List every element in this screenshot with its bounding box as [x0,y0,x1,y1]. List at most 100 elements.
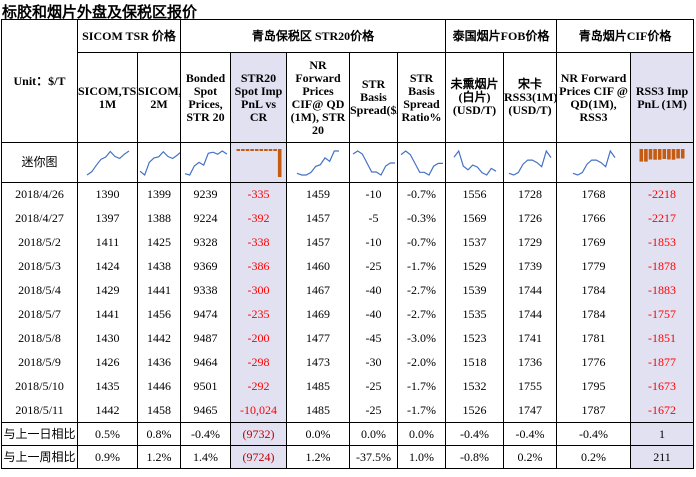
sparkline [352,149,395,176]
value-cell: -235 [230,302,287,327]
col-header: 宋卡RSS3(1M)(USD/T) [502,52,558,143]
value-cell: 1539 [445,278,504,303]
value-cell: -25 [349,254,398,279]
value-cell: 1442 [137,326,181,351]
value-cell: 1441 [137,278,181,303]
value-cell: 1744 [502,278,558,303]
value-cell: 1388 [137,206,181,231]
sparkline-cell [556,142,632,183]
summary-value: 0.5% [77,422,138,446]
value-cell: -1878 [630,254,695,279]
sparkline [639,148,685,162]
group-thai: 泰国烟片FOB价格 [444,19,558,53]
col-header: STR Basis Spread Ratio% [397,52,446,143]
sparkline-line [400,149,443,176]
sparkline-line [352,149,395,176]
value-cell: -0.7% [397,230,446,255]
value-cell: 1787 [556,398,632,423]
value-cell: 1535 [445,302,504,327]
group-qdrss: 青岛烟片CIF价格 [556,19,695,53]
summary-row: 与上一日相比 0.5% 0.8% -0.4% (9732) 0.0% 0.0% 0.0% -0.… [1,422,695,446]
value-cell: 1728 [502,182,558,207]
sparkline-bar [277,148,281,177]
unit-label: Unit：$/T [1,19,78,143]
value-cell: -386 [230,254,287,279]
sparkline-cell [286,142,350,183]
value-cell: -2.0% [397,350,446,375]
value-cell: 1458 [137,398,181,423]
date-cell: 2018/5/4 [1,278,78,303]
value-cell: 9501 [180,374,231,399]
sparkline-bar [644,148,648,162]
sparkline-bar [676,148,680,158]
value-cell: 1766 [556,206,632,231]
value-cell: -45 [349,326,398,351]
summary-value: 1.4% [180,445,231,469]
value-cell: 1739 [502,254,558,279]
sparkline [184,149,227,176]
value-cell: 1436 [137,350,181,375]
sparkline [236,148,281,177]
value-cell: -10,024 [230,398,287,423]
summary-value: -0.4% [502,422,558,446]
value-cell: 1446 [137,374,181,399]
summary-label: 与上一日相比 [1,422,78,446]
col-header: Bonded Spot Prices, STR 20 [180,52,231,143]
value-cell: -2218 [630,182,695,207]
value-cell: -335 [230,182,287,207]
value-cell: 1429 [77,278,138,303]
value-cell: -1.7% [397,398,446,423]
value-cell: 1556 [445,182,504,207]
sparkline-cell [502,142,558,183]
value-cell: 1537 [445,230,504,255]
value-cell: -338 [230,230,287,255]
sparkline [572,149,616,176]
table-row: 2018/5/9 1426 1436 9464 -298 1473 -30 -2.0% 1518… [1,350,695,375]
value-cell: 1442 [77,398,138,423]
value-cell: 1776 [556,350,632,375]
value-cell: -3.0% [397,326,446,351]
value-cell: 1736 [502,350,558,375]
value-cell: 1781 [556,326,632,351]
value-cell: -2.7% [397,302,446,327]
value-cell: 1441 [77,302,138,327]
date-cell: 2018/4/26 [1,182,78,207]
value-cell: 1769 [556,230,632,255]
value-cell: 9487 [180,326,231,351]
value-cell: -0.7% [397,182,446,207]
col-header: SICOM,TSR, 1M [77,52,138,143]
value-cell: 1729 [502,230,558,255]
sparkline-line [453,149,496,176]
value-cell: 1477 [286,326,350,351]
summary-value: 0.2% [502,445,558,469]
sparkline-bar [667,148,671,159]
value-cell: 9465 [180,398,231,423]
value-cell: 1457 [286,230,350,255]
group-sicom: SICOM TSR 价格 [77,19,181,53]
table-row: 2018/5/3 1424 1438 9369 -386 1460 -25 -1.7% 1529… [1,254,695,279]
value-cell: 9224 [180,206,231,231]
sparkline-line [86,150,129,175]
value-cell: 1529 [445,254,504,279]
table-row: 2018/5/10 1435 1446 9501 -292 1485 -25 -1.7% 153… [1,374,695,399]
date-cell: 2018/5/3 [1,254,78,279]
sparkline [296,149,339,176]
value-cell: 9464 [180,350,231,375]
value-cell: 9338 [180,278,231,303]
value-cell: 9239 [180,182,231,207]
col-header: 未熏烟片(白片)(USD/T) [445,52,504,143]
value-cell: 1469 [286,302,350,327]
value-cell: -0.3% [397,206,446,231]
summary-value: 1.2% [286,445,350,469]
sparkline-cell [349,142,398,183]
value-cell: 1523 [445,326,504,351]
col-header: NR Forward Prices CIF@ QD (1M), STR 20 [286,52,350,143]
summary-value: -0.8% [445,445,504,469]
price-table: Unit：$/T SICOM TSR 价格 青岛保税区 STR20价格 泰国烟片… [1,19,695,469]
value-cell: 1473 [286,350,350,375]
value-cell: 1747 [502,398,558,423]
summary-label: 与上一周相比 [1,445,78,469]
value-cell: 1744 [502,302,558,327]
value-cell: -298 [230,350,287,375]
sparkline-cell [230,142,287,183]
